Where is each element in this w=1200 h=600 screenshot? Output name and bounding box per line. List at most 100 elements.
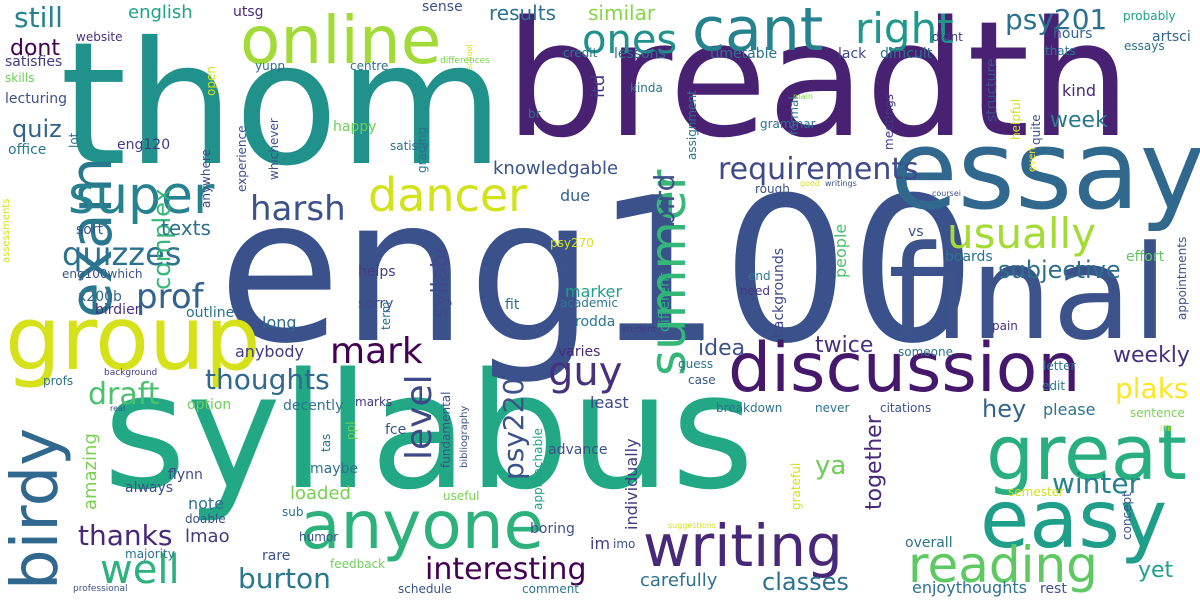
word: enjoythoughts xyxy=(912,578,1027,597)
word: due xyxy=(560,186,591,205)
word: dancer xyxy=(368,168,528,222)
word: essay xyxy=(890,106,1200,234)
word: helps xyxy=(358,264,396,280)
word: overall xyxy=(905,535,953,551)
word: final xyxy=(888,217,1169,369)
word: loaded xyxy=(290,483,351,504)
word: lmao xyxy=(185,526,230,547)
word: suggestions xyxy=(668,521,716,530)
word: flynn xyxy=(168,467,203,483)
word: someone xyxy=(898,345,953,359)
word: x200b xyxy=(78,289,122,305)
word: feedback xyxy=(330,557,386,571)
word: experience xyxy=(235,125,249,192)
word: great xyxy=(986,408,1187,497)
word: useful xyxy=(443,489,480,503)
word: grading xyxy=(415,126,429,173)
word: case xyxy=(688,373,716,387)
word: dont xyxy=(10,36,60,61)
word: thom xyxy=(60,6,505,204)
word: fit xyxy=(505,297,520,313)
word: satisfy xyxy=(390,139,430,153)
word: quite xyxy=(1029,114,1043,145)
word: assignment xyxy=(685,90,699,160)
word: texts xyxy=(161,216,211,240)
word: people xyxy=(831,223,850,278)
word: comment xyxy=(522,582,580,596)
word: classes xyxy=(762,568,849,596)
word: thats xyxy=(1045,44,1076,58)
word: advance xyxy=(548,442,608,458)
word: lecturing xyxy=(5,91,67,107)
word: concept xyxy=(1120,492,1134,540)
word: yet xyxy=(1138,558,1174,583)
word: structure xyxy=(984,58,1000,122)
word: varies xyxy=(558,344,601,360)
word: requirements xyxy=(718,152,919,187)
word: anybody xyxy=(235,342,304,361)
word: ya xyxy=(815,451,847,481)
word: different xyxy=(657,272,673,332)
word: probably xyxy=(1123,9,1176,23)
word: weekly xyxy=(1113,343,1190,368)
word: skills xyxy=(5,71,35,85)
word: even xyxy=(1027,147,1038,172)
word: professional xyxy=(73,584,128,594)
word: happy xyxy=(333,119,377,135)
word: quiz xyxy=(12,115,62,143)
word: super xyxy=(68,166,215,226)
word: coursei xyxy=(932,189,961,198)
word: plaks xyxy=(1115,372,1189,405)
word: meetings xyxy=(882,94,896,150)
word: appointments xyxy=(1175,236,1189,320)
word: citations xyxy=(880,401,932,415)
word: hours xyxy=(1053,26,1093,42)
word: website xyxy=(76,30,123,44)
word: breakdown xyxy=(716,401,783,415)
word: burton xyxy=(238,562,331,595)
word: rough xyxy=(755,182,790,196)
word: kind xyxy=(1062,81,1097,100)
word: psy270 xyxy=(550,236,594,250)
word: artsci xyxy=(1152,29,1191,45)
word: decently xyxy=(283,398,344,414)
word: utsg xyxy=(233,4,264,20)
word: essays xyxy=(1124,39,1165,53)
word: online xyxy=(240,2,442,79)
word: office xyxy=(8,142,47,158)
word: gc xyxy=(555,253,577,274)
word: lessons xyxy=(614,46,666,62)
word: anyone xyxy=(300,487,545,564)
word: twice xyxy=(815,333,874,358)
word: im xyxy=(590,534,611,553)
word: writing xyxy=(643,512,843,580)
word: group xyxy=(5,287,261,390)
word: lack xyxy=(838,46,867,62)
word: thanks xyxy=(78,519,173,552)
word: vs xyxy=(908,224,924,240)
word: helpful xyxy=(1009,98,1023,140)
word: marker xyxy=(565,282,623,301)
word: eng100 xyxy=(218,155,977,388)
word: rodda xyxy=(575,314,616,330)
word: eng120 xyxy=(117,137,171,153)
word: outline xyxy=(186,305,235,321)
word: profs xyxy=(43,374,74,388)
word: please xyxy=(1043,400,1096,419)
word: maybe xyxy=(310,461,359,477)
word: academic xyxy=(560,296,618,310)
word: good xyxy=(800,179,820,188)
word: marks xyxy=(355,395,393,409)
word: anywhere xyxy=(199,149,213,208)
word: student xyxy=(622,325,657,335)
word: ones xyxy=(582,17,678,63)
word: syllabi xyxy=(428,247,453,318)
word: individually xyxy=(622,438,641,530)
word: approachable xyxy=(531,428,545,510)
word: backgrounds xyxy=(771,247,787,338)
word: assessments xyxy=(1,198,12,263)
word: bibliography xyxy=(459,405,470,468)
word: doable xyxy=(185,512,226,526)
word: cant xyxy=(692,0,824,65)
word: english xyxy=(128,2,193,23)
